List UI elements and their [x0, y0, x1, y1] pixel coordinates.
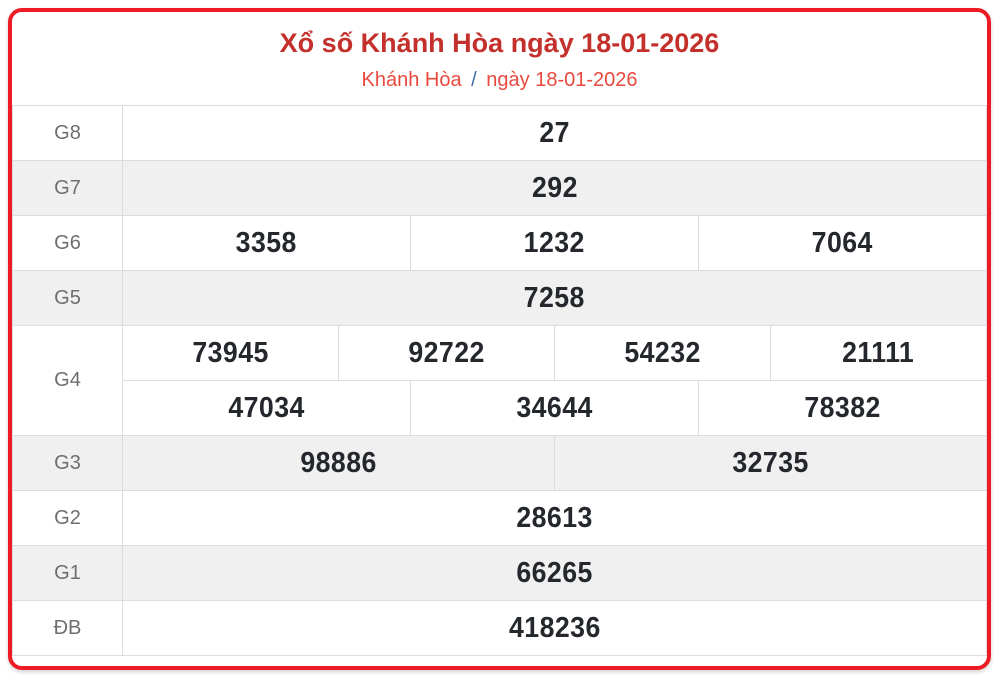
- prize-number: 32735: [732, 446, 809, 479]
- prize-number: 3358: [235, 226, 298, 259]
- prize-value-special: 418236: [122, 600, 987, 656]
- page-title: Xổ số Khánh Hòa ngày 18-01-2026: [279, 28, 720, 58]
- prize-number: 21111: [842, 336, 915, 369]
- prize-number: 54232: [624, 336, 701, 369]
- prize-number: 98886: [300, 446, 377, 479]
- prize-number: 7064: [811, 226, 874, 259]
- table-row-g7: G7 292: [12, 160, 987, 216]
- prize-label-g6: G6: [12, 215, 123, 271]
- prize-value-g4-4: 21111: [770, 325, 987, 381]
- prize-value-g3-2: 32735: [554, 435, 987, 491]
- prize-value-g1: 66265: [122, 545, 987, 601]
- table-row-g6: G6 3358 1232 7064: [12, 215, 987, 271]
- breadcrumb-date-link[interactable]: ngày 18-01-2026: [486, 69, 638, 91]
- result-header: Xổ số Khánh Hòa ngày 18-01-2026 Khánh Hò…: [12, 12, 987, 105]
- prize-label-g2: G2: [12, 490, 123, 546]
- prize-value-g4-2: 92722: [338, 325, 555, 381]
- prize-label-g3: G3: [12, 435, 123, 491]
- prize-value-g8: 27: [122, 105, 987, 161]
- prize-label-special: ĐB: [12, 600, 123, 656]
- breadcrumb-region-link[interactable]: Khánh Hòa: [361, 69, 462, 91]
- prize-number: 27: [539, 116, 570, 149]
- prize-number: 47034: [228, 391, 305, 424]
- prize-value-g4-6: 34644: [410, 380, 699, 436]
- table-row-g4-line1: G4 73945 92722 54232 21111: [12, 325, 987, 436]
- prize-number: 7258: [523, 281, 586, 314]
- prize-value-g4-7: 78382: [698, 380, 987, 436]
- prize-value-g6-3: 7064: [698, 215, 987, 271]
- prize-number: 92722: [408, 336, 485, 369]
- prize-number: 78382: [804, 391, 881, 424]
- prize-number: 292: [531, 171, 578, 204]
- prize-value-g2: 28613: [122, 490, 987, 546]
- prize-label-g5: G5: [12, 270, 123, 326]
- table-row-g5: G5 7258: [12, 270, 987, 326]
- table-row-special: ĐB 418236: [12, 600, 987, 656]
- prize-number: 66265: [516, 556, 593, 589]
- prize-number: 34644: [516, 391, 593, 424]
- prize-label-g1: G1: [12, 545, 123, 601]
- prize-value-g7: 292: [122, 160, 987, 216]
- table-row-g1: G1 66265: [12, 545, 987, 601]
- prize-value-g4-3: 54232: [554, 325, 771, 381]
- prize-value-g4-5: 47034: [122, 380, 411, 436]
- prize-label-g7: G7: [12, 160, 123, 216]
- table-row-g8: G8 27: [12, 105, 987, 161]
- prize-number: 1232: [523, 226, 586, 259]
- prize-value-g5: 7258: [122, 270, 987, 326]
- prize-value-g4-1: 73945: [122, 325, 339, 381]
- table-row-g2: G2 28613: [12, 490, 987, 546]
- prize-number: 73945: [192, 336, 269, 369]
- prize-value-g3-1: 98886: [122, 435, 555, 491]
- lottery-result-card: Xổ số Khánh Hòa ngày 18-01-2026 Khánh Hò…: [8, 8, 991, 670]
- table-row-g4-line2: 47034 34644 78382: [13, 380, 987, 436]
- breadcrumb-separator: /: [471, 69, 477, 91]
- prize-number: 28613: [516, 501, 593, 534]
- prize-label-g8: G8: [12, 105, 123, 161]
- prize-label-g4: G4: [12, 325, 123, 436]
- breadcrumb: Khánh Hòa / ngày 18-01-2026: [12, 67, 987, 93]
- prize-value-g6-1: 3358: [122, 215, 411, 271]
- prize-value-g6-2: 1232: [410, 215, 699, 271]
- special-prize-number: 418236: [508, 611, 601, 644]
- results-table: G8 27 G7 292 G6 3358 1232 7064 G5 7258 G…: [12, 105, 987, 656]
- table-row-g3: G3 98886 32735: [12, 435, 987, 491]
